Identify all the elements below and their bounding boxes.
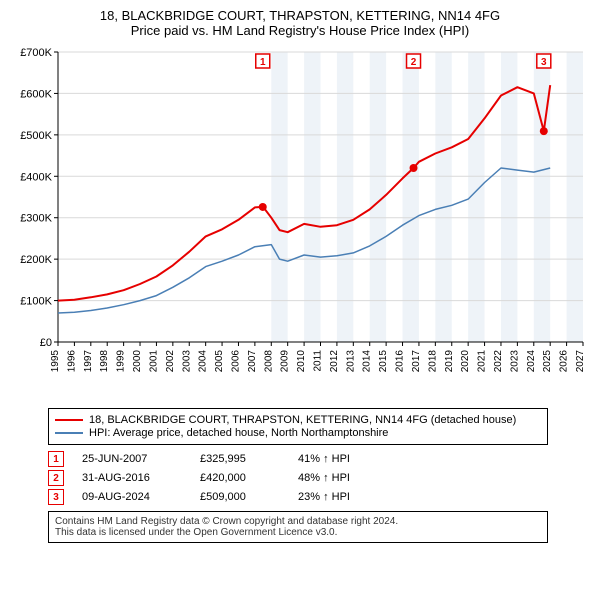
svg-text:1999: 1999 — [116, 350, 127, 373]
svg-text:£700K: £700K — [20, 47, 52, 59]
svg-text:2010: 2010 — [296, 350, 307, 373]
svg-text:2003: 2003 — [181, 350, 192, 373]
footer-line-1: Contains HM Land Registry data © Crown c… — [55, 516, 541, 527]
svg-text:2001: 2001 — [148, 350, 159, 373]
event-price: £325,995 — [200, 453, 280, 465]
event-date: 31-AUG-2016 — [82, 472, 182, 484]
title-line-2: Price paid vs. HM Land Registry's House … — [8, 23, 592, 38]
legend-swatch — [55, 432, 83, 434]
chart-title-block: 18, BLACKBRIDGE COURT, THRAPSTON, KETTER… — [8, 8, 592, 38]
footer-line-2: This data is licensed under the Open Gov… — [55, 527, 541, 538]
event-pct: 41% ↑ HPI — [298, 453, 398, 465]
svg-text:£200K: £200K — [20, 254, 52, 266]
svg-text:2024: 2024 — [526, 350, 537, 373]
legend-item: 18, BLACKBRIDGE COURT, THRAPSTON, KETTER… — [55, 414, 541, 426]
svg-text:2026: 2026 — [559, 350, 570, 373]
event-pct: 23% ↑ HPI — [298, 491, 398, 503]
chart-container: £0 £100K £200K £300K £400K £500K £600K £700K 199… — [8, 42, 592, 402]
svg-text:2016: 2016 — [395, 350, 406, 373]
svg-text:2021: 2021 — [477, 350, 488, 373]
svg-text:2014: 2014 — [362, 350, 373, 373]
svg-text:2017: 2017 — [411, 350, 422, 373]
title-line-1: 18, BLACKBRIDGE COURT, THRAPSTON, KETTER… — [8, 8, 592, 23]
svg-text:1996: 1996 — [66, 350, 77, 373]
svg-text:2012: 2012 — [329, 350, 340, 373]
svg-text:2002: 2002 — [165, 350, 176, 373]
svg-text:2027: 2027 — [575, 350, 586, 373]
svg-text:£400K: £400K — [20, 171, 52, 183]
svg-text:2004: 2004 — [198, 350, 209, 373]
event-marker: 2 — [48, 470, 64, 486]
legend-swatch — [55, 419, 83, 421]
line-chart: £0 £100K £200K £300K £400K £500K £600K £700K 199… — [8, 42, 592, 402]
svg-text:2011: 2011 — [313, 350, 324, 372]
event-row: 2 31-AUG-2016 £420,000 48% ↑ HPI — [48, 470, 592, 486]
svg-text:2019: 2019 — [444, 350, 455, 373]
svg-text:1997: 1997 — [83, 350, 94, 373]
event-list: 1 25-JUN-2007 £325,995 41% ↑ HPI 2 31-AUG-201… — [48, 451, 592, 505]
svg-text:2015: 2015 — [378, 350, 389, 373]
svg-text:2: 2 — [411, 57, 417, 68]
svg-text:3: 3 — [541, 57, 547, 68]
svg-text:£100K: £100K — [20, 296, 52, 308]
event-marker: 1 — [48, 451, 64, 467]
svg-text:2009: 2009 — [280, 350, 291, 373]
legend-label: HPI: Average price, detached house, Nort… — [89, 427, 388, 439]
event-row: 3 09-AUG-2024 £509,000 23% ↑ HPI — [48, 489, 592, 505]
event-price: £509,000 — [200, 491, 280, 503]
event-pct: 48% ↑ HPI — [298, 472, 398, 484]
svg-text:1995: 1995 — [50, 350, 61, 373]
svg-text:2000: 2000 — [132, 350, 143, 373]
svg-text:2008: 2008 — [263, 350, 274, 373]
svg-text:£600K: £600K — [20, 88, 52, 100]
svg-text:1: 1 — [260, 57, 266, 68]
svg-text:2022: 2022 — [493, 350, 504, 373]
legend-label: 18, BLACKBRIDGE COURT, THRAPSTON, KETTER… — [89, 414, 516, 426]
svg-text:2023: 2023 — [509, 350, 520, 373]
svg-text:2005: 2005 — [214, 350, 225, 373]
event-row: 1 25-JUN-2007 £325,995 41% ↑ HPI — [48, 451, 592, 467]
event-date: 25-JUN-2007 — [82, 453, 182, 465]
event-date: 09-AUG-2024 — [82, 491, 182, 503]
attribution-footer: Contains HM Land Registry data © Crown c… — [48, 511, 548, 543]
svg-text:2025: 2025 — [542, 350, 553, 373]
event-price: £420,000 — [200, 472, 280, 484]
svg-text:2006: 2006 — [230, 350, 241, 373]
svg-text:2013: 2013 — [345, 350, 356, 373]
svg-text:£500K: £500K — [20, 130, 52, 142]
legend: 18, BLACKBRIDGE COURT, THRAPSTON, KETTER… — [48, 408, 548, 445]
svg-text:2007: 2007 — [247, 350, 258, 373]
legend-item: HPI: Average price, detached house, Nort… — [55, 427, 541, 439]
svg-text:£0: £0 — [40, 337, 52, 349]
event-marker: 3 — [48, 489, 64, 505]
svg-text:1998: 1998 — [99, 350, 110, 373]
svg-text:£300K: £300K — [20, 213, 52, 225]
svg-text:2020: 2020 — [460, 350, 471, 373]
svg-text:2018: 2018 — [427, 350, 438, 373]
